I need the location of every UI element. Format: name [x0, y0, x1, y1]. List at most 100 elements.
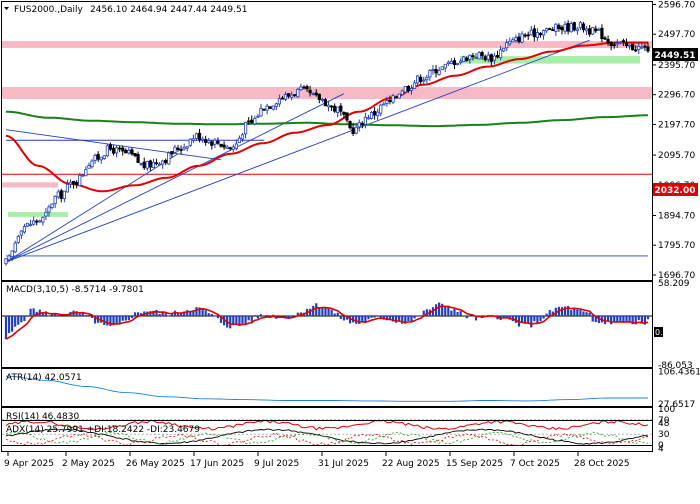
- macd-bar: [79, 314, 81, 316]
- candle-body: [69, 182, 71, 184]
- candle-body: [217, 141, 219, 143]
- candle-body: [450, 61, 452, 63]
- candle-body: [404, 86, 406, 92]
- candle-body: [125, 150, 127, 153]
- macd-bar: [235, 316, 237, 325]
- candle-body: [300, 87, 302, 90]
- macd-bar: [257, 316, 259, 318]
- y-tick-label: 1894.70: [658, 211, 695, 221]
- candle-body: [247, 121, 249, 122]
- candle-body: [241, 135, 243, 139]
- candle-body: [281, 98, 283, 99]
- candle-body: [137, 154, 139, 162]
- candle-body: [631, 44, 633, 50]
- macd-bar: [20, 316, 22, 322]
- macd-bar: [576, 310, 578, 316]
- macd-label: MACD(3,10,5) -8.5714 -9.7801: [6, 285, 144, 295]
- candle-body: [361, 123, 363, 125]
- x-tick-label: 9 Apr 2025: [4, 459, 54, 469]
- candle-body: [423, 80, 425, 81]
- candle-body: [472, 56, 474, 57]
- candle-body: [349, 121, 351, 127]
- macd-bar: [374, 316, 376, 318]
- candle-body: [115, 148, 117, 153]
- candle-body: [235, 144, 237, 148]
- x-tick-label: 17 Jun 2025: [190, 459, 244, 469]
- atr-line: [6, 376, 648, 401]
- candle-body: [226, 147, 228, 149]
- adx-label: ADX(14) 25.7991 +DI:18.2422 -DI:23.4679: [6, 425, 200, 435]
- candle-body: [635, 50, 637, 51]
- candle-body: [223, 145, 225, 147]
- candle-body: [570, 24, 572, 32]
- macd-bar: [542, 316, 544, 319]
- macd-bar: [11, 316, 13, 332]
- candle-body: [558, 25, 560, 28]
- macd-bar: [85, 315, 87, 316]
- candle-body: [232, 147, 234, 149]
- macd-bar: [115, 316, 117, 323]
- macd-bar: [413, 316, 415, 318]
- candle-body: [189, 139, 191, 145]
- y-tick-label: 2497.70: [658, 30, 695, 40]
- candle-body: [290, 95, 292, 97]
- candle-body: [435, 69, 437, 73]
- macd-bar: [321, 307, 323, 316]
- candle-body: [456, 64, 458, 65]
- candle-body: [48, 207, 50, 212]
- candle-body: [257, 116, 259, 117]
- candle-body: [545, 29, 547, 31]
- candle-body: [601, 28, 603, 38]
- fast-moving-average-line: [6, 43, 648, 192]
- candle-body: [638, 47, 640, 50]
- macd-bar: [453, 309, 455, 316]
- macd-bar: [88, 315, 90, 316]
- slow-moving-average-line: [6, 112, 648, 126]
- macd-bar: [530, 316, 532, 327]
- candle-body: [395, 97, 397, 98]
- candle-body: [312, 93, 314, 94]
- candle-body: [177, 148, 179, 150]
- macd-bar: [533, 316, 535, 321]
- candle-body: [622, 41, 624, 42]
- macd-bar: [165, 313, 167, 316]
- y-tick-label: 2197.70: [658, 120, 695, 130]
- price-moving-averages: [6, 43, 648, 192]
- candle-body: [647, 47, 649, 51]
- macd-bar: [410, 316, 412, 321]
- candle-body: [459, 61, 461, 62]
- candle-body: [330, 106, 332, 107]
- macd-bar: [592, 316, 594, 322]
- indicator-y-tick-label: 48: [658, 419, 670, 429]
- candle-body: [539, 33, 541, 34]
- macd-bar: [579, 310, 581, 316]
- macd-bar: [417, 315, 419, 316]
- macd-bar: [438, 303, 440, 316]
- candle-body: [220, 144, 222, 146]
- candle-body: [567, 23, 569, 31]
- candle-body: [438, 71, 440, 75]
- candle-body: [297, 89, 299, 96]
- candle-body: [426, 77, 428, 79]
- candle-body: [63, 191, 65, 199]
- candle-body: [39, 221, 41, 222]
- candle-body: [45, 212, 47, 216]
- candle-body: [174, 147, 176, 152]
- candle-body: [5, 259, 7, 264]
- candle-body: [573, 23, 575, 30]
- macd-bar: [8, 316, 10, 333]
- candle-body: [26, 223, 28, 226]
- macd-bar: [119, 316, 121, 323]
- macd-bar: [208, 313, 210, 316]
- candle-body: [192, 139, 194, 141]
- indicator-y-tick-label: 100: [658, 405, 675, 415]
- candle-body: [337, 107, 339, 113]
- candle-body: [238, 138, 240, 142]
- resistance-zone: [2, 87, 652, 99]
- candle-body: [20, 231, 22, 235]
- price-trendlines: [6, 40, 648, 262]
- candle-body: [364, 117, 366, 124]
- candle-body: [318, 94, 320, 99]
- trendline: [6, 154, 178, 262]
